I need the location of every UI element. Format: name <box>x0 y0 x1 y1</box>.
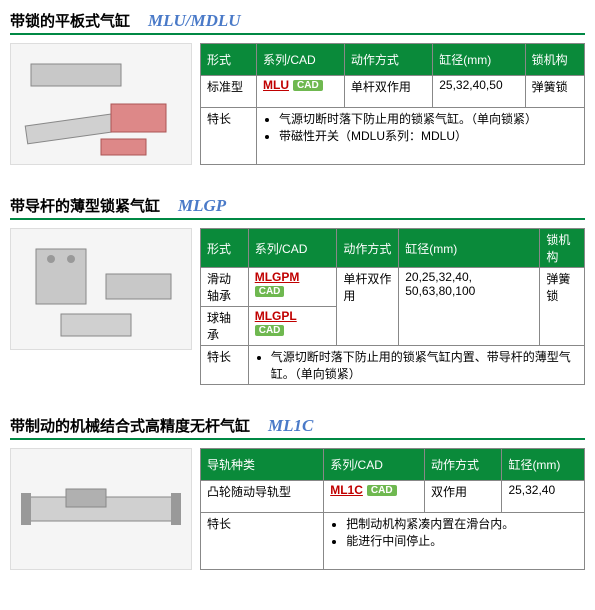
product-image <box>10 228 192 350</box>
cell-series: MLGPL CAD <box>248 307 337 346</box>
feature-item: 能进行中间停止。 <box>346 532 578 549</box>
feature-item: 气源切断时落下防止用的锁紧气缸。（单向锁紧） <box>279 110 578 127</box>
product-section: 带导杆的薄型锁紧气缸MLGP形式系列/CAD动作方式缸径(mm)锁机构滑动轴承M… <box>10 195 585 385</box>
col-header: 系列/CAD <box>324 449 425 481</box>
cad-badge[interactable]: CAD <box>293 80 323 91</box>
feature-item: 气源切断时落下防止用的锁紧气缸内置、带导杆的薄型气缸。（单向锁紧） <box>271 348 578 382</box>
spec-table: 形式系列/CAD动作方式缸径(mm)锁机构标准型 MLU CAD 单杆双作用25,32… <box>200 43 585 165</box>
feature-row: 特长把制动机构紧凑内置在滑台内。能进行中间停止。 <box>201 513 585 570</box>
feature-label: 特长 <box>201 108 257 165</box>
feature-list: 气源切断时落下防止用的锁紧气缸。（单向锁紧）带磁性开关（MDLU系列：MDLU） <box>263 110 578 144</box>
section-title-row: 带锁的平板式气缸 MLU/MDLU <box>10 10 585 35</box>
col-header: 动作方式 <box>344 44 432 76</box>
cell-type: 球轴承 <box>201 307 249 346</box>
feature-list: 把制动机构紧凑内置在滑台内。能进行中间停止。 <box>330 515 578 549</box>
section-content: 形式系列/CAD动作方式缸径(mm)锁机构滑动轴承 MLGPM CAD 单杆双作用20… <box>10 228 585 385</box>
cell-action: 单杆双作用 <box>344 76 432 108</box>
section-title-row: 带制动的机械结合式高精度无杆气缸 ML1C <box>10 415 585 440</box>
col-header: 系列/CAD <box>248 229 337 268</box>
col-header: 导轨种类 <box>201 449 324 481</box>
col-header: 形式 <box>201 44 257 76</box>
feature-cell: 气源切断时落下防止用的锁紧气缸。（单向锁紧）带磁性开关（MDLU系列：MDLU） <box>257 108 585 165</box>
section-content: 形式系列/CAD动作方式缸径(mm)锁机构标准型 MLU CAD 单杆双作用25,32… <box>10 43 585 165</box>
table-row: 凸轮随动导轨型 ML1C CAD 双作用25,32,40 <box>201 481 585 513</box>
cell-bore: 25,32,40,50 <box>433 76 525 108</box>
cell-type: 凸轮随动导轨型 <box>201 481 324 513</box>
cell-series: MLGPM CAD <box>248 268 337 307</box>
title-en: ML1C <box>268 416 313 436</box>
col-header: 形式 <box>201 229 249 268</box>
series-link[interactable]: MLGPM <box>255 270 300 284</box>
col-header: 动作方式 <box>424 449 501 481</box>
title-zh: 带锁的平板式气缸 <box>10 10 130 31</box>
col-header: 缸径(mm) <box>399 229 540 268</box>
col-header: 系列/CAD <box>257 44 345 76</box>
cell-type: 滑动轴承 <box>201 268 249 307</box>
cad-badge[interactable]: CAD <box>367 485 397 496</box>
title-en: MLU/MDLU <box>148 11 241 31</box>
spec-table: 导轨种类系列/CAD动作方式缸径(mm) 凸轮随动导轨型 ML1C CAD 双作用25,… <box>200 448 585 570</box>
product-section: 带制动的机械结合式高精度无杆气缸 ML1C 导轨种类系列/CAD动作方式缸径(mm)… <box>10 415 585 570</box>
feature-label: 特长 <box>201 513 324 570</box>
cad-badge[interactable]: CAD <box>255 325 285 336</box>
cell-action: 双作用 <box>424 481 501 513</box>
cell-bore: 20,25,32,40, 50,63,80,100 <box>399 268 540 346</box>
col-header: 动作方式 <box>337 229 399 268</box>
col-header: 缸径(mm) <box>502 449 585 481</box>
feature-item: 把制动机构紧凑内置在滑台内。 <box>346 515 578 532</box>
title-zh: 带制动的机械结合式高精度无杆气缸 <box>10 415 250 436</box>
feature-cell: 气源切断时落下防止用的锁紧气缸内置、带导杆的薄型气缸。（单向锁紧） <box>248 346 584 385</box>
spec-table: 形式系列/CAD动作方式缸径(mm)锁机构滑动轴承 MLGPM CAD 单杆双作用20… <box>200 228 585 385</box>
col-header: 锁机构 <box>540 229 585 268</box>
cell-series: ML1C CAD <box>324 481 425 513</box>
cell-type: 标准型 <box>201 76 257 108</box>
title-en: MLGP <box>178 196 226 216</box>
feature-list: 气源切断时落下防止用的锁紧气缸内置、带导杆的薄型气缸。（单向锁紧） <box>255 348 578 382</box>
feature-label: 特长 <box>201 346 249 385</box>
product-image <box>10 448 192 570</box>
section-title-row: 带导杆的薄型锁紧气缸 MLGP <box>10 195 585 220</box>
feature-cell: 把制动机构紧凑内置在滑台内。能进行中间停止。 <box>324 513 585 570</box>
col-header: 缸径(mm) <box>433 44 525 76</box>
series-link[interactable]: ML1C <box>330 483 363 497</box>
cell-series: MLU CAD <box>257 76 345 108</box>
table-row: 标准型 MLU CAD 单杆双作用25,32,40,50弹簧锁 <box>201 76 585 108</box>
feature-row: 特长气源切断时落下防止用的锁紧气缸内置、带导杆的薄型气缸。（单向锁紧） <box>201 346 585 385</box>
cell-lock: 弹簧锁 <box>540 268 585 346</box>
product-image <box>10 43 192 165</box>
feature-row: 特长气源切断时落下防止用的锁紧气缸。（单向锁紧）带磁性开关（MDLU系列：MDL… <box>201 108 585 165</box>
col-header: 锁机构 <box>525 44 584 76</box>
cell-action: 单杆双作用 <box>337 268 399 346</box>
product-section: 带锁的平板式气缸 MLU/MDLU 形式系列/CAD动作方式缸径(mm)锁机构标准型… <box>10 10 585 165</box>
series-link[interactable]: MLGPL <box>255 309 297 323</box>
section-content: 导轨种类系列/CAD动作方式缸径(mm) 凸轮随动导轨型 ML1C CAD 双作用25,… <box>10 448 585 570</box>
table-row: 滑动轴承MLGPMCAD单杆双作用20,25,32,40, 50,63,80,1… <box>201 268 585 307</box>
title-zh: 带导杆的薄型锁紧气缸 <box>10 195 160 216</box>
series-link[interactable]: MLU <box>263 78 289 92</box>
feature-item: 带磁性开关（MDLU系列：MDLU） <box>279 127 578 144</box>
cell-bore: 25,32,40 <box>502 481 585 513</box>
cell-lock: 弹簧锁 <box>525 76 584 108</box>
cad-badge[interactable]: CAD <box>255 286 285 297</box>
